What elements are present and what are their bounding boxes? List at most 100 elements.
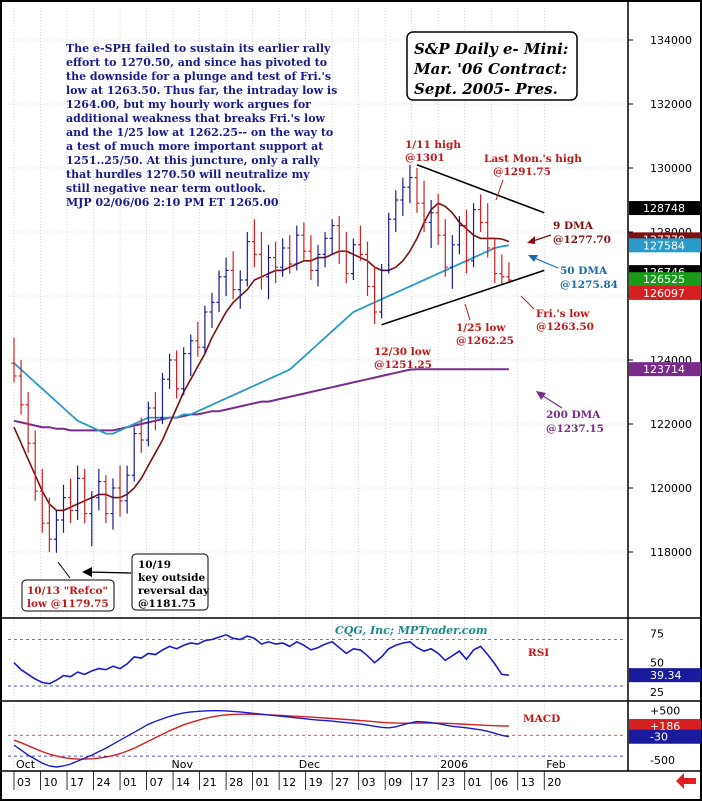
- annotation-box: [131, 553, 209, 611]
- price-tag: 127584: [629, 238, 701, 253]
- dma50-line: [13, 244, 510, 435]
- price-bar: [449, 235, 455, 289]
- annotation-arrow: [531, 256, 559, 269]
- title-line: Sept. 2005- Pres.: [414, 80, 558, 98]
- rsi-panel: 75 50 25 39.34 RSI: [8, 628, 701, 699]
- price-tick-label: 134000: [650, 34, 692, 47]
- price-tag: 126097: [629, 285, 701, 300]
- day-label: 12: [282, 776, 296, 789]
- price-bar: [68, 478, 74, 524]
- title-line: Mar. '06 Contract:: [413, 60, 567, 78]
- price-tag-label: 126097: [643, 287, 685, 300]
- annotation-text: Fri.'s low: [536, 308, 590, 320]
- macd-tag-label: -30: [650, 731, 668, 744]
- price-bar: [463, 209, 469, 274]
- price-bar: [25, 392, 31, 453]
- price-bar: [492, 238, 498, 284]
- annotation-pointer: [495, 179, 504, 201]
- price-bar: [414, 168, 420, 213]
- price-bar: [442, 219, 448, 277]
- price-bar: [53, 510, 59, 553]
- price-bar: [258, 232, 264, 290]
- macd-tag-bg: [629, 729, 701, 744]
- price-bar: [230, 251, 236, 300]
- price-bar: [478, 194, 484, 232]
- price-bar: [103, 475, 109, 524]
- price-tag-label: 126525: [643, 273, 685, 286]
- price-tick-label: 120000: [650, 482, 692, 495]
- commentary-line: MJP 02/06/06 2:10 PM ET 1265.00: [66, 196, 279, 209]
- price-bar: [266, 244, 272, 300]
- annotation-1-11-high: 1/11 high @1301: [405, 139, 461, 164]
- trendlines: [381, 164, 545, 326]
- annotation-text: @1237.15: [546, 423, 604, 435]
- price-bar: [174, 350, 180, 399]
- price-tick-label: 132000: [650, 98, 692, 111]
- price-bar: [60, 484, 66, 533]
- annotation-200-dma: 200 DMA @1237.15: [546, 409, 604, 435]
- price-bar: [96, 468, 102, 511]
- annotation-text: @1291.75: [493, 166, 551, 178]
- commentary-line: that hurdles 1270.50 will neutralize my: [66, 168, 310, 181]
- annotation-text: Last Mon.'s high: [484, 153, 582, 165]
- price-tick-label: 122000: [650, 418, 692, 431]
- price-bar: [301, 222, 307, 261]
- dma200-line: [13, 368, 509, 432]
- rsi-tick-label: 50: [650, 657, 664, 670]
- day-label: 21: [203, 776, 217, 789]
- price-bar: [181, 347, 187, 396]
- price-bar: [117, 465, 123, 517]
- day-label: 13: [521, 776, 535, 789]
- commentary-line: a test of much more important support at: [66, 140, 324, 153]
- annotation-12-30-low: 12/30 low @1251.25: [374, 346, 432, 371]
- price-bar: [223, 257, 229, 296]
- annotation-arrow: [87, 571, 132, 574]
- annotation-text: 9 DMA: [553, 220, 594, 232]
- price-axis: 1340001320001300001280001260001240001220…: [628, 34, 701, 559]
- annotation-text: key outside: [138, 572, 205, 584]
- price-bar: [400, 177, 406, 216]
- dma50-polyline: [13, 244, 510, 435]
- price-bar: [485, 203, 491, 258]
- price-bar: [372, 267, 378, 324]
- annotation-fri-low: Fri.'s low @1263.50: [536, 308, 594, 333]
- price-bar: [273, 241, 279, 284]
- commentary-line: and the 1/25 low at 1262.25-- on the way…: [66, 126, 333, 139]
- annotation-arrow: [539, 393, 563, 409]
- price-tag-bg: [629, 201, 701, 216]
- annotation-reversal: 10/19 key outside reversal day @1181.75: [131, 553, 210, 611]
- annotation-text: 50 DMA: [560, 265, 608, 277]
- rsi-tag-label: 39.34: [650, 669, 682, 682]
- price-bar: [280, 238, 286, 277]
- price-bar: [407, 164, 413, 204]
- price-bar: [322, 232, 328, 268]
- price-bar: [237, 270, 243, 309]
- month-label: Nov: [172, 758, 194, 771]
- scroll-left-arrow-icon[interactable]: [676, 773, 696, 789]
- price-bar: [75, 465, 81, 520]
- price-bar: [428, 200, 434, 248]
- price-tag: 128748: [629, 201, 701, 216]
- day-label: 01: [256, 776, 270, 789]
- price-bar: [39, 468, 45, 533]
- commentary-line: effort to 1270.50, and since has pivoted…: [66, 56, 327, 69]
- day-label: 23: [441, 776, 455, 789]
- price-bars: [11, 164, 512, 553]
- rsi-tick-label: 25: [650, 686, 664, 699]
- price-bar: [32, 430, 38, 501]
- price-bar: [138, 417, 144, 453]
- month-label: 2006: [440, 758, 468, 771]
- dma200-polyline: [13, 368, 509, 432]
- commentary-block: The e-SPH failed to sustain its earlier …: [66, 42, 337, 209]
- price-tag: 126525: [629, 272, 701, 287]
- price-bar: [379, 264, 385, 319]
- arrow-head-icon: [536, 391, 546, 400]
- price-tag-bg: [629, 272, 701, 287]
- day-label: 07: [150, 776, 164, 789]
- day-label: 09: [388, 776, 402, 789]
- price-bar: [82, 468, 88, 524]
- day-label: 14: [176, 776, 190, 789]
- price-bar: [421, 180, 427, 232]
